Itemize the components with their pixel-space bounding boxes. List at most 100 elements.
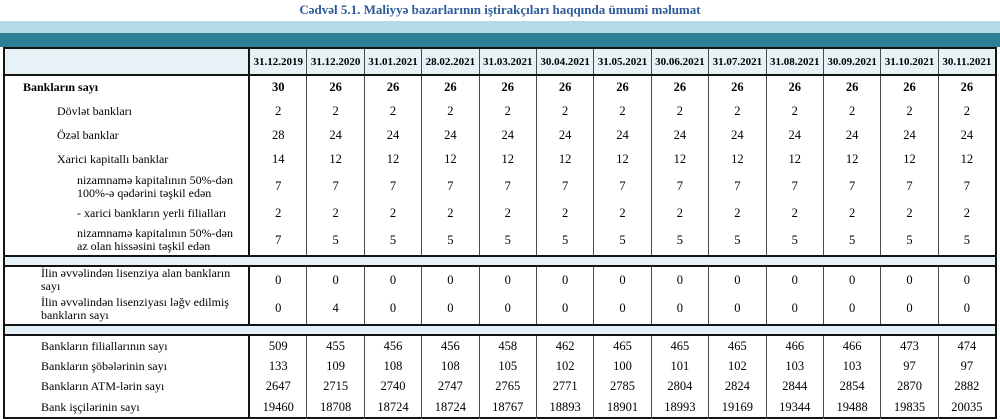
value-cell: 5	[537, 225, 595, 255]
value-cell: 2715	[307, 376, 365, 396]
value-cell: 19835	[881, 396, 939, 419]
section-banks: Bankların sayı 30 26 26 26 26 26 26 26 26 26 26 26 26…	[5, 76, 995, 255]
header-date-cell: 31.08.2021	[766, 49, 824, 74]
value-cell: 462	[537, 336, 595, 356]
value-cell: 12	[365, 147, 423, 171]
row-label: Bankların şöbələrinin sayı	[5, 356, 250, 376]
value-cell: 458	[480, 336, 537, 356]
value-cell: 0	[594, 293, 652, 324]
value-cell: 2	[594, 202, 652, 225]
value-cell: 2647	[250, 376, 308, 396]
value-cell: 2	[365, 202, 423, 225]
value-cell: 2	[537, 99, 595, 123]
value-cell: 103	[767, 356, 824, 376]
value-cell: 455	[307, 336, 365, 356]
value-cell: 2	[881, 202, 939, 225]
row-label: nizamnamə kapitalının 50%-dən az olan hi…	[5, 225, 250, 255]
table-row: - xarici bankların yerli filialları 2 2 2 2 2…	[5, 202, 995, 225]
value-cell: 24	[652, 123, 710, 147]
value-cell: 108	[365, 356, 423, 376]
value-cell: 0	[963, 272, 970, 287]
row-label: Özəl banklar	[5, 123, 250, 147]
row-label: nizamnamə kapitalının 50%-dən 100%-ə qəd…	[5, 171, 250, 202]
value-cell: 5	[365, 225, 423, 255]
value-cell: 0	[480, 293, 537, 324]
value-cell: 5	[709, 225, 767, 255]
value-cell: 2	[537, 202, 595, 225]
value-cell: 0	[480, 267, 537, 293]
value-cell: 5	[963, 232, 970, 247]
header-date-cell: 30.06.2021	[651, 49, 710, 74]
value-cell: 0	[307, 267, 365, 293]
table-row: Özəl banklar 28 24 24 24 24 24 24 24 24 24 24 24 24	[5, 123, 995, 147]
value-cell: 0	[537, 293, 595, 324]
value-cell: 5	[422, 225, 480, 255]
value-cell: 18724	[422, 396, 480, 419]
value-cell: 108	[422, 356, 480, 376]
header-date-cell: 31.07.2021	[709, 49, 767, 74]
value-cell: 0	[422, 267, 480, 293]
value-cell: 2	[881, 99, 939, 123]
value-cell: 97	[881, 356, 939, 376]
value-cell: 18724	[365, 396, 423, 419]
header-date-cell: 28.02.2021	[422, 49, 480, 74]
row-label: Bankların filiallarının sayı	[5, 336, 250, 356]
value-cell: 26	[365, 76, 423, 99]
value-cell: 5	[480, 225, 537, 255]
value-cell: 0	[250, 267, 308, 293]
value-cell: 0	[365, 267, 423, 293]
value-cell: 0	[767, 267, 824, 293]
value-cell: 2	[709, 202, 767, 225]
value-cell: 0	[767, 293, 824, 324]
value-cell: 0	[963, 301, 970, 315]
value-cell: 12	[307, 147, 365, 171]
value-cell: 19488	[824, 396, 882, 419]
value-cell: 105	[480, 356, 537, 376]
table-row: Bankların filiallarının sayı 509 455 456 456…	[5, 336, 995, 356]
value-cell: 2	[250, 99, 308, 123]
value-cell: 2	[963, 103, 970, 118]
value-cell: 7	[480, 171, 537, 202]
value-cell: 24	[480, 123, 537, 147]
value-cell: 26	[537, 76, 595, 99]
header-date-cell: 30.11.2021	[938, 49, 996, 74]
value-cell: 2824	[709, 376, 767, 396]
value-cell: 7	[709, 171, 767, 202]
value-cell: 0	[594, 267, 652, 293]
value-cell: 4	[307, 293, 365, 324]
value-cell: 473	[881, 336, 939, 356]
value-cell: 5	[652, 225, 710, 255]
value-cell: 26	[709, 76, 767, 99]
value-cell: 5	[824, 225, 882, 255]
value-cell: 12	[709, 147, 767, 171]
value-cell: 7	[824, 171, 882, 202]
value-cell: 0	[709, 293, 767, 324]
value-cell: 2	[652, 99, 710, 123]
page-title: Cədvəl 5.1. Maliyyə bazarlarının iştirak…	[299, 2, 701, 17]
value-cell: 12	[824, 147, 882, 171]
value-cell: 12	[480, 147, 537, 171]
value-cell: 0	[881, 293, 939, 324]
value-cell: 0	[824, 267, 882, 293]
table-row: nizamnamə kapitalının 50%-dən 100%-ə qəd…	[5, 171, 995, 202]
value-cell: 24	[709, 123, 767, 147]
value-cell: 24	[767, 123, 824, 147]
value-cell: 18993	[652, 396, 710, 419]
value-cell: 2	[824, 202, 882, 225]
value-cell: 12	[594, 147, 652, 171]
value-cell: 97	[960, 358, 974, 373]
value-cell: 2	[480, 202, 537, 225]
value-cell: 465	[709, 336, 767, 356]
value-cell: 466	[824, 336, 882, 356]
value-cell: 465	[652, 336, 710, 356]
row-label: İlin əvvəlindən lisenziya alan bankların…	[5, 267, 250, 293]
row-label: Bankların ATM-lərin sayı	[5, 376, 250, 396]
value-cell: 24	[824, 123, 882, 147]
value-cell: 2854	[824, 376, 882, 396]
value-cell: 2882	[954, 378, 980, 393]
value-cell: 7	[250, 225, 308, 255]
value-cell: 12	[652, 147, 710, 171]
value-cell: 24	[307, 123, 365, 147]
value-cell: 2765	[480, 376, 537, 396]
